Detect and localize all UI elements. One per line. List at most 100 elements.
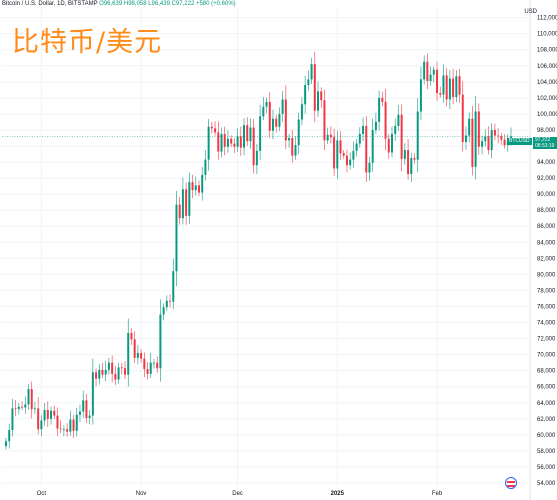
candle-body — [500, 136, 503, 140]
y-tick-label: 66,000 — [537, 385, 556, 391]
y-tick-label: 60,000 — [537, 433, 556, 439]
candle-body — [197, 185, 200, 193]
candle-body — [339, 140, 342, 154]
symbol-label: BTCUSD — [509, 138, 530, 144]
candle-body — [78, 411, 81, 415]
candle-body — [362, 125, 365, 134]
ohlc-legend: Bitcoin / U.S. Dollar, 1D, BITSTAMP O96,… — [2, 1, 236, 7]
candle-body — [169, 300, 172, 302]
y-tick-label: 80,000 — [537, 272, 556, 278]
candle-body — [300, 104, 303, 120]
candle-body — [323, 100, 326, 141]
tradingview-logo-icon[interactable] — [505, 477, 517, 489]
candle-body — [107, 362, 110, 370]
candle-body — [17, 406, 20, 410]
candle-body — [310, 64, 313, 80]
candle-body — [159, 314, 162, 369]
candle-body — [304, 85, 307, 105]
y-tick-label: 58,000 — [537, 449, 556, 455]
candle-body — [503, 139, 506, 146]
y-tick-label: 88,000 — [537, 208, 556, 214]
candle-body — [381, 97, 384, 102]
candle-body — [59, 428, 62, 430]
y-tick-label: 98,000 — [537, 128, 556, 134]
last-price-value: 97,222 — [535, 137, 551, 143]
y-tick-label: 106,000 — [537, 64, 557, 70]
candle-body — [374, 121, 377, 130]
candle-body — [243, 125, 246, 148]
candle-body — [185, 189, 188, 216]
candle-body — [40, 420, 43, 430]
candle-body — [149, 362, 152, 374]
candle-body — [481, 141, 484, 147]
candle-body — [426, 61, 429, 82]
candle-body — [249, 127, 252, 142]
candle-body — [33, 408, 36, 410]
candle-body — [140, 353, 143, 359]
high-value: H98,058 — [123, 1, 147, 7]
candle-body — [21, 406, 24, 408]
countdown-value: 08:53:19 — [535, 143, 555, 149]
candle-body — [114, 373, 117, 380]
candle-body — [82, 400, 85, 412]
candle-body — [284, 99, 287, 141]
candle-body — [416, 111, 419, 160]
y-tick-label: 74,000 — [537, 321, 556, 327]
y-tick-label: 76,000 — [537, 304, 556, 310]
x-tick-label: Dec — [232, 491, 243, 497]
y-tick-label: 62,000 — [537, 417, 556, 423]
candle-body — [271, 118, 274, 131]
candle-body — [464, 135, 467, 142]
candle-body — [75, 414, 78, 431]
y-tick-label: 78,000 — [537, 288, 556, 294]
candle-body — [407, 150, 410, 175]
x-tick-label: Feb — [432, 491, 443, 497]
candle-body — [117, 367, 120, 380]
price-axis-unit: USD — [524, 9, 537, 15]
candle-body — [493, 129, 496, 136]
overlay-title: 比特币/美元 — [12, 27, 163, 58]
candle-body — [262, 106, 265, 117]
candle-body — [72, 419, 75, 431]
candle-body — [487, 136, 490, 151]
candle-body — [214, 128, 217, 133]
candle-body — [410, 158, 413, 175]
candle-body — [207, 126, 210, 160]
x-tick-label: Oct — [37, 491, 47, 497]
candle-body — [336, 140, 339, 169]
y-tick-label: 94,000 — [537, 160, 556, 166]
candle-body — [53, 410, 56, 416]
time-axis[interactable]: Oct Nov Dec 2025 Feb — [37, 491, 443, 497]
candle-body — [419, 79, 422, 112]
y-tick-label: 64,000 — [537, 401, 556, 407]
symbol-price-tag: BTCUSD — [507, 138, 532, 145]
candle-body — [172, 271, 175, 302]
candle-body — [136, 353, 139, 358]
y-tick-label: 108,000 — [537, 48, 557, 54]
candle-body — [127, 332, 130, 375]
candle-body — [384, 101, 387, 139]
candle-body — [101, 369, 104, 375]
candle-body — [46, 409, 49, 419]
candle-body — [390, 133, 393, 153]
candle-body — [69, 419, 72, 432]
candle-body — [497, 135, 500, 137]
candle-body — [358, 133, 361, 144]
candle-body — [317, 91, 320, 111]
candle-body — [111, 362, 114, 374]
candle-body — [413, 158, 416, 160]
candle-body — [133, 339, 136, 358]
candle-body — [30, 389, 33, 410]
price-axis[interactable]: 54,000 56,000 58,000 60,000 62,000 64,000 66,0… — [537, 16, 557, 487]
candle-body — [62, 429, 65, 431]
candle-body — [120, 367, 123, 369]
candle-body — [85, 400, 88, 418]
y-tick-label: 72,000 — [537, 337, 556, 343]
candle-body — [455, 76, 458, 98]
candle-body — [461, 94, 464, 142]
candle-body — [259, 116, 262, 151]
candle-body — [43, 409, 46, 421]
candle-body — [37, 408, 40, 430]
candle-body — [14, 408, 17, 410]
